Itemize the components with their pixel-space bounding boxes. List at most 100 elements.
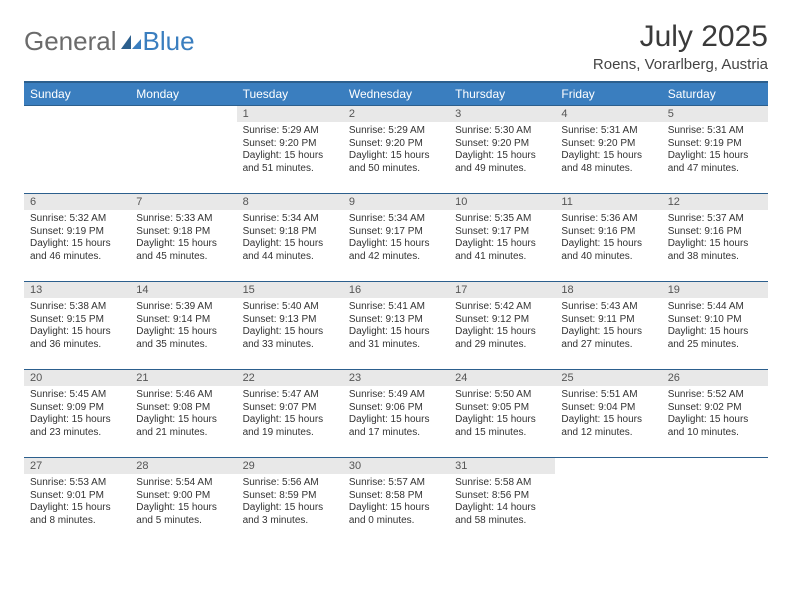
sunset-line: Sunset: 8:58 PM <box>349 490 423 501</box>
sunset-line: Sunset: 8:56 PM <box>455 490 529 501</box>
sunrise-line: Sunrise: 5:57 AM <box>349 477 425 488</box>
calendar-day-cell: 21Sunrise: 5:46 AMSunset: 9:08 PMDayligh… <box>130 370 236 458</box>
day-details: Sunrise: 5:30 AMSunset: 9:20 PMDaylight:… <box>449 122 555 179</box>
sunset-line: Sunset: 9:10 PM <box>668 314 742 325</box>
daylight-line: Daylight: 15 hours and 3 minutes. <box>243 502 324 526</box>
sunrise-line: Sunrise: 5:41 AM <box>349 301 425 312</box>
sunset-line: Sunset: 9:07 PM <box>243 402 317 413</box>
day-details: Sunrise: 5:31 AMSunset: 9:20 PMDaylight:… <box>555 122 661 179</box>
daylight-line: Daylight: 15 hours and 5 minutes. <box>136 502 217 526</box>
day-number: 1 <box>237 106 343 122</box>
daylight-line: Daylight: 15 hours and 40 minutes. <box>561 238 642 262</box>
sunrise-line: Sunrise: 5:42 AM <box>455 301 531 312</box>
sunset-line: Sunset: 9:13 PM <box>243 314 317 325</box>
daylight-line: Daylight: 15 hours and 17 minutes. <box>349 414 430 438</box>
calendar-page: General Blue July 2025 Roens, Vorarlberg… <box>0 0 792 566</box>
daylight-line: Daylight: 15 hours and 51 minutes. <box>243 150 324 174</box>
calendar-week-row: 20Sunrise: 5:45 AMSunset: 9:09 PMDayligh… <box>24 370 768 458</box>
day-number: 14 <box>130 282 236 298</box>
day-details: Sunrise: 5:37 AMSunset: 9:16 PMDaylight:… <box>662 210 768 267</box>
location-subtitle: Roens, Vorarlberg, Austria <box>593 56 768 73</box>
day-number: 28 <box>130 458 236 474</box>
calendar-day-cell <box>555 458 661 546</box>
day-number: 30 <box>343 458 449 474</box>
day-number: 23 <box>343 370 449 386</box>
day-details: Sunrise: 5:45 AMSunset: 9:09 PMDaylight:… <box>24 386 130 443</box>
sunset-line: Sunset: 9:01 PM <box>30 490 104 501</box>
daylight-line: Daylight: 15 hours and 27 minutes. <box>561 326 642 350</box>
sunset-line: Sunset: 9:12 PM <box>455 314 529 325</box>
daylight-line: Daylight: 15 hours and 50 minutes. <box>349 150 430 174</box>
daylight-line: Daylight: 15 hours and 25 minutes. <box>668 326 749 350</box>
sunset-line: Sunset: 9:19 PM <box>30 226 104 237</box>
sail-icon <box>119 33 143 51</box>
calendar-day-cell: 15Sunrise: 5:40 AMSunset: 9:13 PMDayligh… <box>237 282 343 370</box>
calendar-table: SundayMondayTuesdayWednesdayThursdayFrid… <box>24 81 768 546</box>
daylight-line: Daylight: 15 hours and 10 minutes. <box>668 414 749 438</box>
day-number: 24 <box>449 370 555 386</box>
daylight-line: Daylight: 15 hours and 12 minutes. <box>561 414 642 438</box>
day-details: Sunrise: 5:34 AMSunset: 9:18 PMDaylight:… <box>237 210 343 267</box>
sunset-line: Sunset: 9:19 PM <box>668 138 742 149</box>
sunrise-line: Sunrise: 5:35 AM <box>455 213 531 224</box>
calendar-day-cell: 16Sunrise: 5:41 AMSunset: 9:13 PMDayligh… <box>343 282 449 370</box>
sunset-line: Sunset: 8:59 PM <box>243 490 317 501</box>
calendar-day-cell: 8Sunrise: 5:34 AMSunset: 9:18 PMDaylight… <box>237 194 343 282</box>
weekday-header: Saturday <box>662 82 768 106</box>
calendar-day-cell: 6Sunrise: 5:32 AMSunset: 9:19 PMDaylight… <box>24 194 130 282</box>
day-details: Sunrise: 5:47 AM Sunset: 9:07 PMDaylight:… <box>237 386 343 443</box>
sunrise-line: Sunrise: 5:29 AM <box>243 125 319 136</box>
sunset-line: Sunset: 9:18 PM <box>243 226 317 237</box>
calendar-day-cell: 23Sunrise: 5:49 AMSunset: 9:06 PMDayligh… <box>343 370 449 458</box>
sunrise-line: Sunrise: 5:45 AM <box>30 389 106 400</box>
day-details: Sunrise: 5:53 AMSunset: 9:01 PMDaylight:… <box>24 474 130 531</box>
daylight-line: Daylight: 15 hours and 19 minutes. <box>243 414 324 438</box>
day-number: 9 <box>343 194 449 210</box>
brand-name-a: General <box>24 26 117 57</box>
sunrise-line: Sunrise: 5:56 AM <box>243 477 319 488</box>
day-number: 18 <box>555 282 661 298</box>
sunrise-line: Sunrise: 5:52 AM <box>668 389 744 400</box>
calendar-day-cell <box>662 458 768 546</box>
calendar-week-row: 27Sunrise: 5:53 AMSunset: 9:01 PMDayligh… <box>24 458 768 546</box>
calendar-day-cell: 17Sunrise: 5:42 AMSunset: 9:12 PMDayligh… <box>449 282 555 370</box>
weekday-header: Monday <box>130 82 236 106</box>
day-details: Sunrise: 5:33 AMSunset: 9:18 PMDaylight:… <box>130 210 236 267</box>
day-details: Sunrise: 5:58 AMSunset: 8:56 PMDaylight:… <box>449 474 555 531</box>
daylight-line: Daylight: 15 hours and 15 minutes. <box>455 414 536 438</box>
sunset-line: Sunset: 9:20 PM <box>243 138 317 149</box>
weekday-header: Sunday <box>24 82 130 106</box>
day-details: Sunrise: 5:38 AMSunset: 9:15 PMDaylight:… <box>24 298 130 355</box>
weekday-header: Tuesday <box>237 82 343 106</box>
day-details: Sunrise: 5:32 AMSunset: 9:19 PMDaylight:… <box>24 210 130 267</box>
calendar-day-cell: 3Sunrise: 5:30 AMSunset: 9:20 PMDaylight… <box>449 106 555 194</box>
calendar-day-cell: 13Sunrise: 5:38 AMSunset: 9:15 PMDayligh… <box>24 282 130 370</box>
day-number: 21 <box>130 370 236 386</box>
sunrise-line: Sunrise: 5:58 AM <box>455 477 531 488</box>
daylight-line: Daylight: 15 hours and 48 minutes. <box>561 150 642 174</box>
weekday-header: Friday <box>555 82 661 106</box>
sunrise-line: Sunrise: 5:31 AM <box>561 125 637 136</box>
calendar-day-cell: 12Sunrise: 5:37 AMSunset: 9:16 PMDayligh… <box>662 194 768 282</box>
sunrise-line: Sunrise: 5:47 AM <box>243 389 319 400</box>
calendar-day-cell: 30Sunrise: 5:57 AMSunset: 8:58 PMDayligh… <box>343 458 449 546</box>
day-details: Sunrise: 5:49 AMSunset: 9:06 PMDaylight:… <box>343 386 449 443</box>
sunset-line: Sunset: 9:11 PM <box>561 314 634 325</box>
month-title: July 2025 <box>593 20 768 54</box>
day-number: 5 <box>662 106 768 122</box>
calendar-day-cell <box>24 106 130 194</box>
day-details: Sunrise: 5:57 AMSunset: 8:58 PMDaylight:… <box>343 474 449 531</box>
day-number: 8 <box>237 194 343 210</box>
day-details: Sunrise: 5:39 AMSunset: 9:14 PMDaylight:… <box>130 298 236 355</box>
sunrise-line: Sunrise: 5:31 AM <box>668 125 744 136</box>
day-details: Sunrise: 5:40 AMSunset: 9:13 PMDaylight:… <box>237 298 343 355</box>
calendar-day-cell: 19Sunrise: 5:44 AMSunset: 9:10 PMDayligh… <box>662 282 768 370</box>
sunset-line: Sunset: 9:15 PM <box>30 314 104 325</box>
weekday-header: Wednesday <box>343 82 449 106</box>
calendar-day-cell: 11Sunrise: 5:36 AMSunset: 9:16 PMDayligh… <box>555 194 661 282</box>
sunset-line: Sunset: 9:20 PM <box>455 138 529 149</box>
sunrise-line: Sunrise: 5:32 AM <box>30 213 106 224</box>
day-number: 12 <box>662 194 768 210</box>
daylight-line: Daylight: 15 hours and 42 minutes. <box>349 238 430 262</box>
calendar-day-cell: 10Sunrise: 5:35 AMSunset: 9:17 PMDayligh… <box>449 194 555 282</box>
